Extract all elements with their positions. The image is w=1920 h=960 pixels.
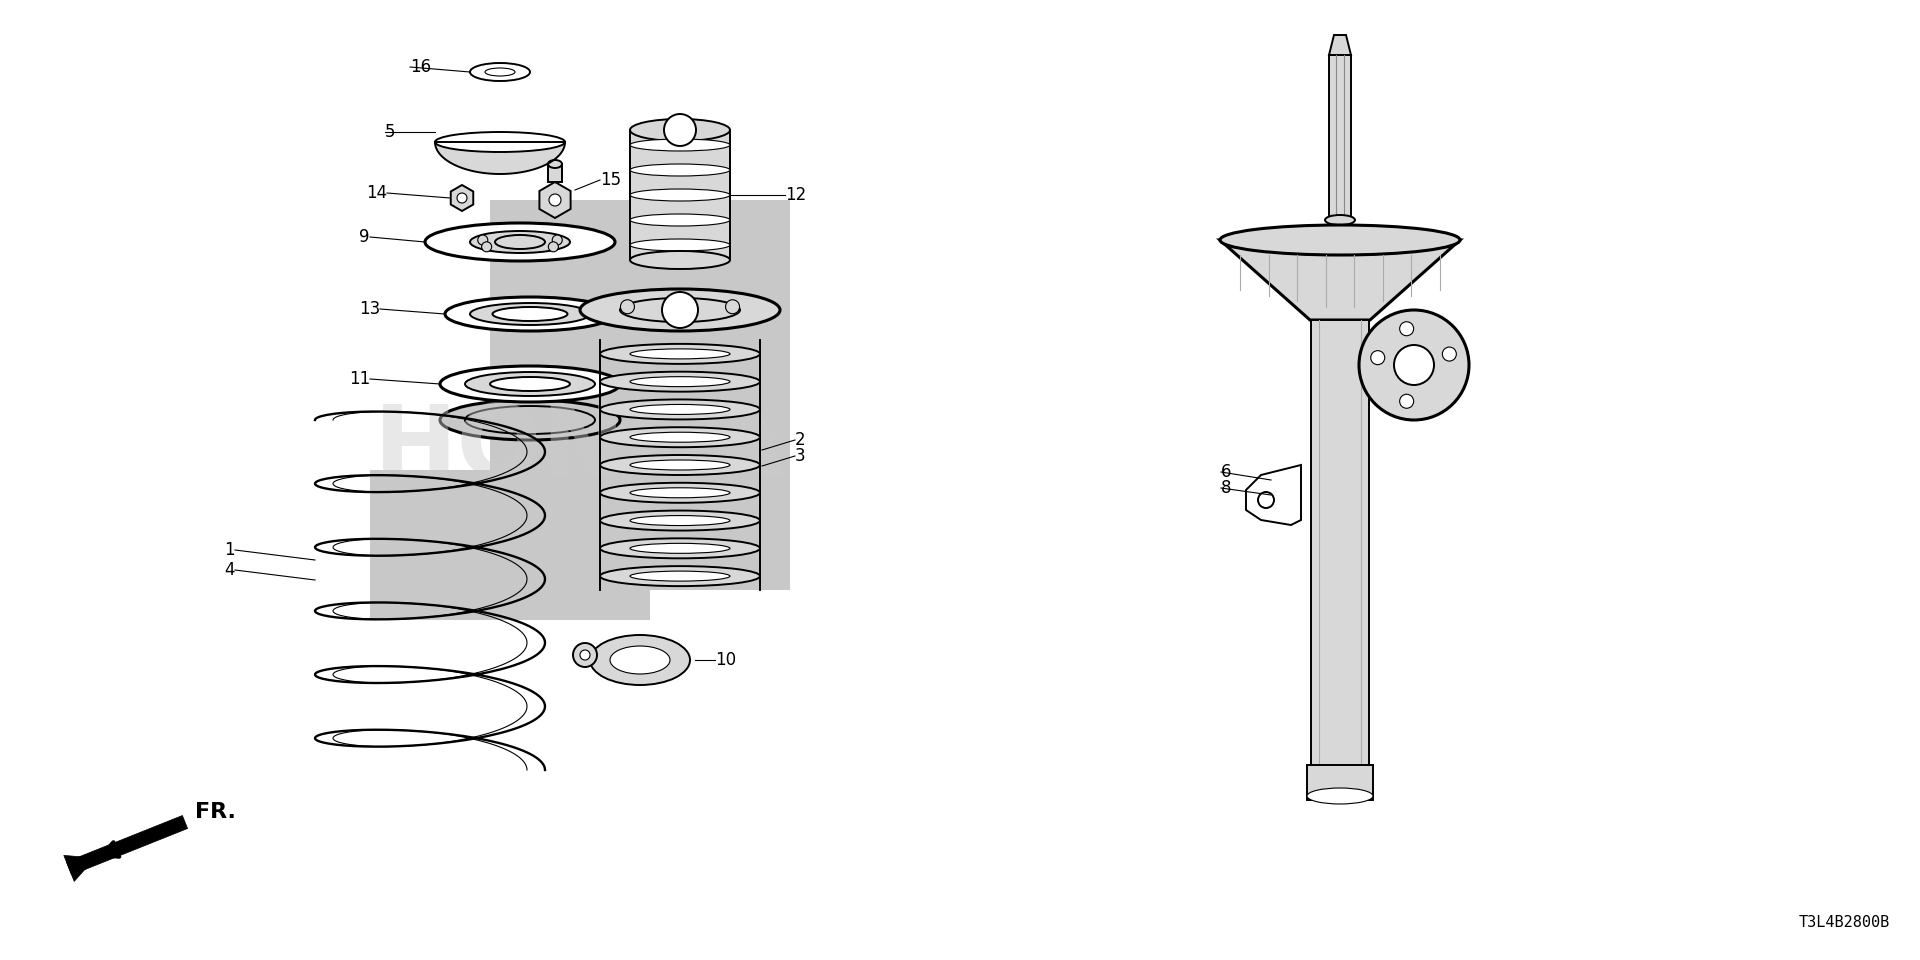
Circle shape	[662, 292, 699, 328]
Ellipse shape	[599, 455, 760, 475]
Text: 6: 6	[1221, 463, 1231, 481]
Bar	[547, 164, 563, 182]
Ellipse shape	[599, 427, 760, 447]
Bar	[1329, 55, 1352, 220]
Ellipse shape	[490, 377, 570, 391]
Bar	[1311, 320, 1369, 770]
Ellipse shape	[486, 68, 515, 76]
Ellipse shape	[630, 488, 730, 498]
Ellipse shape	[440, 366, 620, 402]
Text: 14: 14	[367, 184, 388, 202]
Circle shape	[482, 242, 492, 252]
Circle shape	[478, 235, 488, 245]
Ellipse shape	[630, 251, 730, 269]
Polygon shape	[63, 855, 94, 881]
Ellipse shape	[630, 543, 730, 553]
Circle shape	[549, 194, 561, 206]
Ellipse shape	[630, 571, 730, 581]
Circle shape	[1258, 492, 1275, 508]
Circle shape	[1394, 345, 1434, 385]
Ellipse shape	[470, 231, 570, 253]
Ellipse shape	[1325, 215, 1356, 225]
Text: 12: 12	[785, 186, 806, 204]
Ellipse shape	[495, 235, 545, 249]
Ellipse shape	[599, 372, 760, 392]
Ellipse shape	[630, 214, 730, 226]
Circle shape	[1400, 395, 1413, 408]
Circle shape	[580, 650, 589, 660]
Ellipse shape	[611, 646, 670, 674]
Ellipse shape	[599, 566, 760, 587]
Text: 11: 11	[349, 370, 371, 388]
Text: T3L4B2800B: T3L4B2800B	[1799, 915, 1889, 930]
Ellipse shape	[630, 516, 730, 525]
Text: 16: 16	[411, 58, 432, 76]
Ellipse shape	[465, 406, 595, 434]
Polygon shape	[1219, 240, 1459, 320]
Polygon shape	[490, 380, 789, 590]
Circle shape	[553, 235, 563, 245]
Ellipse shape	[599, 483, 760, 503]
Circle shape	[572, 643, 597, 667]
Polygon shape	[451, 185, 472, 211]
Ellipse shape	[630, 164, 730, 176]
Polygon shape	[371, 470, 651, 620]
Ellipse shape	[465, 372, 595, 396]
Circle shape	[1371, 350, 1384, 365]
Circle shape	[549, 242, 559, 252]
Bar	[1308, 765, 1373, 800]
Text: FR.: FR.	[196, 802, 236, 822]
Ellipse shape	[1308, 788, 1373, 804]
Ellipse shape	[630, 239, 730, 251]
Ellipse shape	[630, 404, 730, 415]
Text: 9: 9	[359, 228, 371, 246]
Text: 8: 8	[1221, 479, 1231, 497]
Ellipse shape	[620, 298, 739, 322]
Ellipse shape	[470, 303, 589, 325]
Bar	[630, 130, 730, 260]
Text: 1: 1	[225, 541, 234, 559]
Circle shape	[1400, 322, 1413, 336]
Circle shape	[664, 114, 695, 146]
Ellipse shape	[630, 119, 730, 141]
Text: 13: 13	[359, 300, 380, 318]
Text: 3: 3	[795, 447, 806, 465]
Ellipse shape	[547, 160, 563, 168]
Ellipse shape	[589, 635, 689, 685]
Ellipse shape	[599, 399, 760, 420]
Ellipse shape	[630, 432, 730, 443]
Ellipse shape	[630, 460, 730, 470]
Polygon shape	[490, 200, 789, 380]
Ellipse shape	[599, 539, 760, 559]
Text: 4: 4	[225, 561, 234, 579]
Ellipse shape	[440, 400, 620, 440]
Circle shape	[1442, 348, 1457, 361]
Text: 2: 2	[795, 431, 806, 449]
Polygon shape	[436, 142, 564, 174]
Polygon shape	[1329, 35, 1352, 55]
Ellipse shape	[630, 189, 730, 201]
Ellipse shape	[580, 289, 780, 331]
Ellipse shape	[630, 376, 730, 387]
Ellipse shape	[470, 63, 530, 81]
Text: HONDA: HONDA	[374, 401, 787, 498]
Ellipse shape	[1219, 225, 1459, 255]
Circle shape	[620, 300, 634, 314]
Ellipse shape	[493, 307, 568, 321]
Ellipse shape	[599, 511, 760, 531]
Ellipse shape	[436, 132, 564, 152]
Ellipse shape	[599, 344, 760, 364]
Polygon shape	[67, 815, 188, 875]
Ellipse shape	[424, 223, 614, 261]
Text: 5: 5	[386, 123, 396, 141]
Circle shape	[457, 193, 467, 203]
Ellipse shape	[445, 297, 614, 331]
Circle shape	[726, 300, 739, 314]
Text: 10: 10	[714, 651, 735, 669]
Ellipse shape	[630, 348, 730, 359]
Ellipse shape	[630, 139, 730, 151]
Circle shape	[1359, 310, 1469, 420]
Text: 15: 15	[599, 171, 622, 189]
Polygon shape	[540, 182, 570, 218]
